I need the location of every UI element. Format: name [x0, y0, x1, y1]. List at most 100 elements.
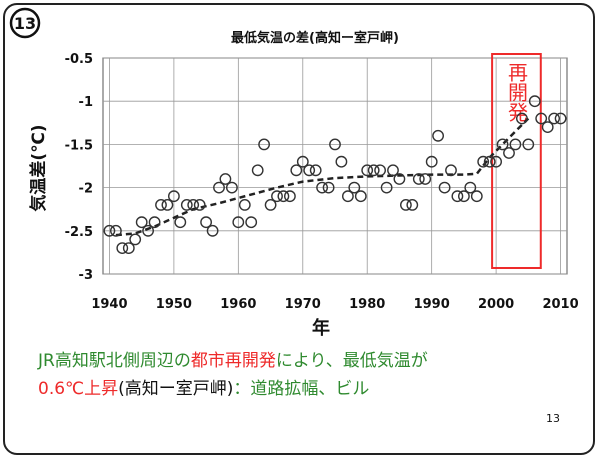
x-axis-label: 年: [312, 317, 330, 339]
y-tick-label: -2.5: [65, 225, 93, 240]
data-point: [464, 181, 477, 194]
data-point: [335, 155, 348, 168]
caption-run: ：道路拡幅、ビル: [233, 379, 370, 399]
x-tick-label: 2010: [542, 297, 578, 312]
data-point: [509, 138, 522, 151]
data-point: [374, 164, 386, 177]
data-point: [406, 198, 419, 211]
data-point: [129, 233, 142, 246]
data-point: [161, 198, 174, 211]
x-tick-label: 1960: [220, 297, 256, 312]
data-point: [367, 164, 380, 177]
data-point: [174, 216, 187, 229]
x-tick-label: 1940: [91, 297, 127, 312]
slide-badge: 13: [9, 7, 41, 39]
y-tick-label: -1.5: [65, 138, 93, 153]
x-tick-label: 1990: [414, 297, 450, 312]
data-point: [148, 216, 161, 229]
caption-line-2: 0.6℃上昇(高知ー室戸岬)：道路拡幅、ビル: [38, 374, 369, 399]
data-point: [522, 138, 535, 151]
data-point: [271, 190, 283, 203]
data-point: [200, 216, 213, 229]
data-point: [245, 216, 258, 229]
data-point: [457, 190, 470, 203]
data-point: [516, 112, 528, 125]
page-number: 13: [546, 412, 560, 425]
y-tick-label: -3: [79, 268, 93, 283]
data-point: [470, 190, 483, 203]
data-point: [122, 242, 135, 255]
slide-badge-circle: [9, 7, 41, 39]
data-point: [316, 181, 328, 194]
data-point: [103, 224, 116, 237]
data-point: [393, 173, 406, 185]
data-point: [213, 181, 225, 194]
data-point: [296, 155, 309, 168]
x-tick-label: 1970: [285, 297, 321, 312]
data-point: [167, 190, 180, 203]
data-point: [535, 112, 548, 125]
data-point: [496, 138, 509, 151]
data-point: [206, 224, 219, 237]
data-point: [341, 190, 354, 203]
data-point: [264, 198, 277, 211]
chart-title: 最低気温の差(高知ー室戸岬): [231, 30, 399, 46]
caption-line-1: JR高知駅北側周辺の都市再開発により、最低気温が: [38, 346, 428, 371]
data-point: [387, 164, 399, 177]
data-point: [277, 190, 290, 203]
y-tick-label: -0.5: [65, 52, 93, 67]
caption-run: (高知ー室戸岬): [118, 379, 234, 399]
data-point: [309, 164, 322, 177]
data-point: [219, 173, 232, 185]
caption-run: により、最低気温が: [275, 351, 428, 371]
y-tick-label: -1: [79, 95, 93, 110]
redevelopment-label: 再開発: [504, 62, 528, 122]
y-axis-label: 気温差(℃): [28, 124, 49, 212]
data-point: [116, 242, 129, 255]
data-point: [541, 121, 554, 134]
trend-line: [115, 117, 530, 237]
data-point: [180, 198, 193, 211]
data-point: [412, 173, 425, 185]
x-tick-label: 2000: [478, 297, 514, 312]
x-tick-label: 1950: [156, 297, 192, 312]
y-tick-label: -2: [79, 182, 93, 197]
data-point: [483, 155, 496, 168]
data-point: [361, 164, 374, 177]
data-point: [528, 95, 541, 108]
data-point: [283, 190, 296, 203]
data-point: [142, 224, 155, 237]
data-point: [135, 216, 148, 229]
redevelopment-box: [491, 53, 542, 269]
data-point: [503, 147, 515, 159]
data-point: [322, 181, 335, 194]
x-tick-label: 1980: [349, 297, 385, 312]
data-point: [399, 198, 412, 211]
data-point: [354, 190, 367, 203]
data-point: [554, 112, 567, 125]
data-point: [380, 181, 393, 194]
data-point: [490, 155, 502, 168]
data-point: [432, 129, 444, 142]
data-point: [187, 198, 200, 211]
data-point: [225, 181, 238, 194]
slide-badge-number: 13: [14, 14, 36, 33]
data-point: [419, 173, 432, 185]
data-point: [155, 198, 167, 211]
data-point: [193, 198, 206, 211]
data-point: [290, 164, 303, 177]
data-point: [445, 164, 457, 177]
data-point: [477, 155, 490, 168]
caption-run: 都市再開発: [190, 351, 276, 371]
caption-run: 0.6℃上昇: [38, 379, 119, 399]
data-point: [348, 181, 361, 194]
data-point: [329, 138, 341, 151]
data-point: [258, 138, 270, 151]
data-point: [303, 164, 316, 177]
plot-area: 1940 1950 1960 1970 1980 1990 2000 2010 -0.5 -1 -1…: [65, 52, 579, 312]
caption-run: JR高知駅北側周辺の: [38, 351, 191, 371]
data-point: [548, 112, 560, 125]
data-point: [451, 190, 464, 203]
data-point: [232, 216, 245, 229]
